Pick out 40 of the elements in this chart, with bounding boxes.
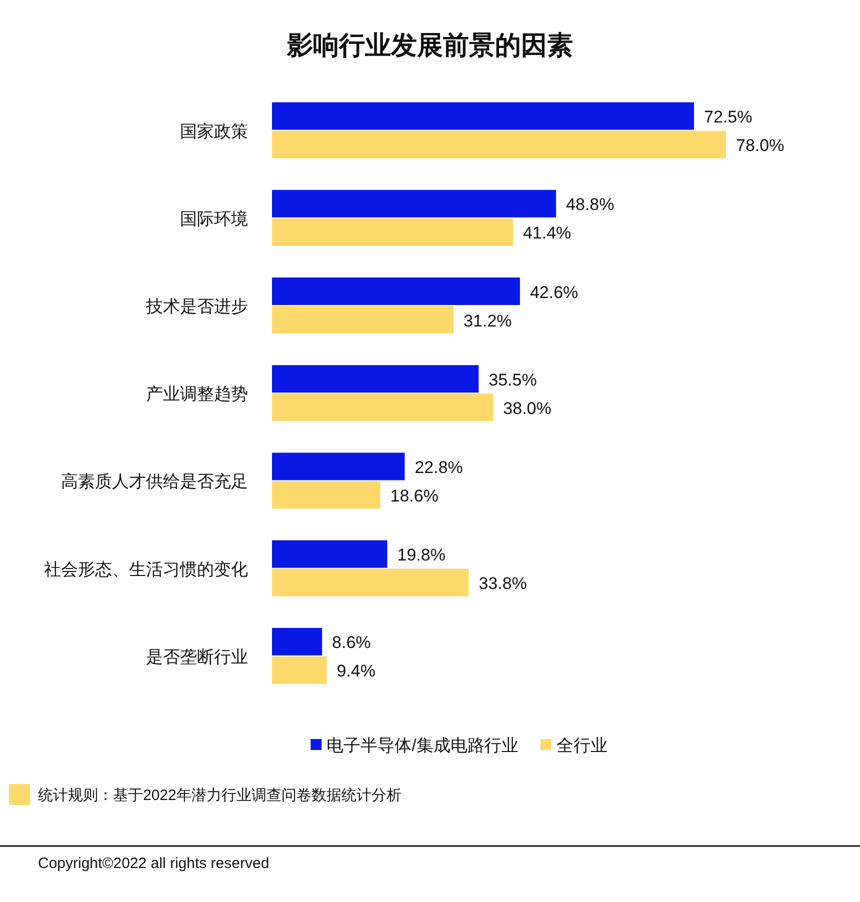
bar	[272, 540, 388, 568]
data-label: 42.6%	[530, 282, 578, 302]
data-label: 72.5%	[704, 108, 752, 127]
bar	[272, 628, 322, 656]
y-tick-label: 国家政策	[180, 122, 248, 141]
bar	[272, 218, 513, 246]
data-label: 18.6%	[390, 486, 438, 506]
bar	[272, 306, 454, 334]
data-label: 38.0%	[503, 398, 552, 418]
data-label: 31.2%	[464, 311, 512, 330]
bar	[272, 102, 694, 130]
bar	[272, 656, 327, 684]
text: 统计规则：基于2022年潜力行业调查问卷数据统计分析	[38, 787, 402, 804]
bar	[272, 452, 405, 480]
bar	[272, 130, 726, 158]
text: Copyright©2022 all rights reserved	[38, 855, 270, 872]
bar	[272, 190, 556, 218]
data-label: 35.5%	[488, 370, 537, 390]
legend-label: 全行业	[556, 736, 608, 755]
y-tick-label: 高素质人才供给是否充足	[61, 472, 248, 492]
legend-label: 电子半导体/集成电路行业	[326, 736, 518, 755]
bar	[272, 365, 479, 393]
data-label: 48.8%	[566, 195, 614, 214]
data-label: 19.8%	[397, 546, 446, 565]
y-tick-label: 产业调整趋势	[146, 384, 248, 404]
y-tick-label: 国际环境	[180, 209, 248, 228]
y-tick-label: 技术是否进步	[145, 297, 248, 316]
bar	[272, 278, 520, 305]
data-label: 78.0%	[736, 136, 784, 156]
y-tick-label: 是否垄断行业	[146, 647, 248, 666]
y-tick-label: 社会形态、生活习惯的变化	[44, 560, 248, 579]
bar	[272, 568, 469, 596]
data-label: 22.8%	[414, 458, 463, 477]
data-label: 41.4%	[522, 224, 572, 243]
bar	[272, 481, 380, 509]
chart-title: 影响行业发展前景的因素	[286, 30, 573, 60]
bar	[272, 394, 494, 422]
data-label: 9.4%	[336, 662, 376, 681]
data-label: 33.8%	[478, 574, 527, 594]
data-label: 8.6%	[332, 633, 371, 652]
